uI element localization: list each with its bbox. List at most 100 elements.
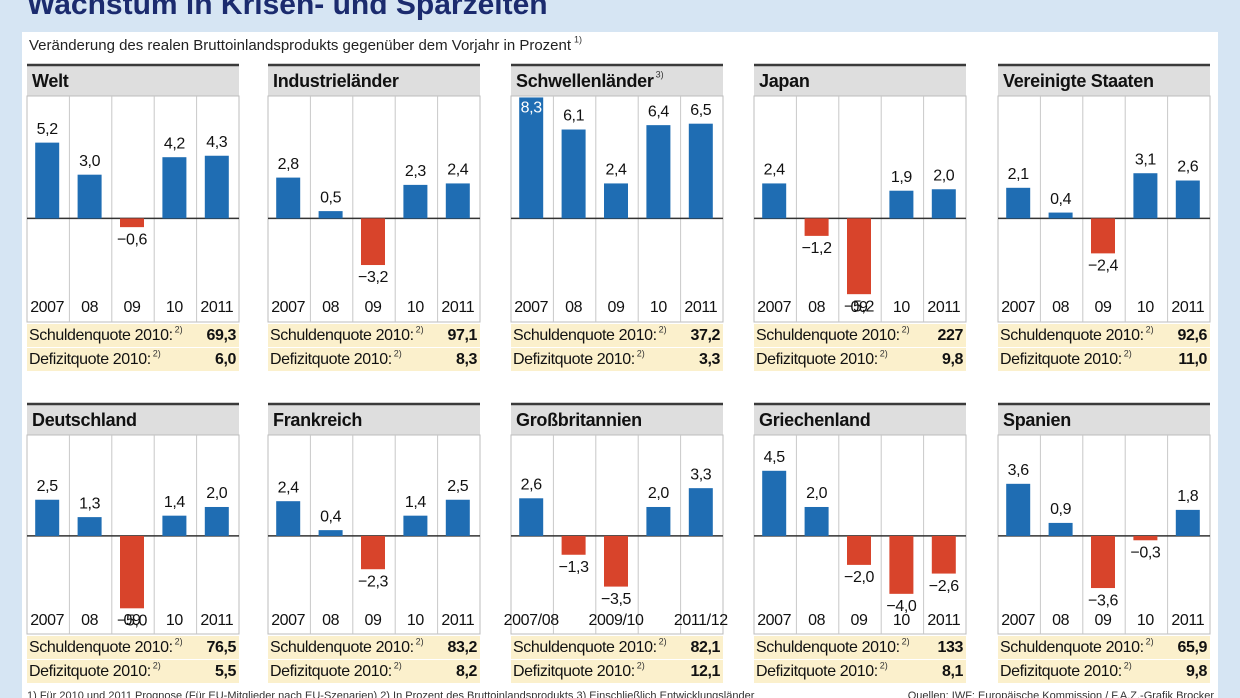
bar (519, 97, 544, 219)
x-tick-label: 2007 (30, 299, 64, 316)
stats-note: 2) (153, 348, 161, 358)
bar (77, 517, 102, 536)
stats-note: 2) (659, 324, 667, 334)
value-label: 2,0 (806, 485, 828, 502)
x-tick-label: 09 (124, 612, 141, 629)
stats-row (27, 324, 239, 347)
stats-value: 12,1 (690, 663, 720, 680)
bar (804, 218, 829, 236)
stats-value: 133 (938, 639, 964, 656)
value-label: 3,0 (79, 153, 101, 170)
stats-row (998, 324, 1210, 347)
bar (120, 218, 144, 228)
x-tick-label: 10 (650, 299, 667, 316)
bar (646, 125, 671, 219)
stats-note: 2) (1124, 660, 1132, 670)
x-tick-label: 08 (808, 612, 825, 629)
panel-title: Industrieländer (273, 71, 399, 91)
value-label: 6,4 (648, 103, 670, 120)
bar (1048, 212, 1073, 219)
stats-value: 97,1 (447, 327, 477, 344)
stats-value: 82,1 (690, 639, 720, 656)
source: Quellen: IWF; Europäische Kommission / F… (908, 690, 1215, 698)
x-tick-label: 2007 (514, 299, 548, 316)
x-tick-label: 08 (565, 299, 582, 316)
x-tick-label: 2007 (30, 612, 64, 629)
value-label: −0,6 (117, 231, 147, 248)
panel-header (754, 403, 966, 435)
stats-note: 2) (394, 348, 402, 358)
bar (1133, 173, 1158, 219)
stats-value: 69,3 (206, 327, 236, 344)
subtitle-note: 1) (574, 34, 582, 44)
footnote: 1) Für 2010 und 2011 Prognose (Für EU-Mi… (27, 690, 755, 698)
value-label: −1,2 (802, 240, 832, 257)
value-label: −3,6 (1088, 592, 1118, 609)
stats-value: 83,2 (447, 639, 477, 656)
stats-label: Schuldenquote 2010: (29, 327, 173, 344)
x-tick-label: 08 (322, 612, 339, 629)
stats-value: 8,1 (942, 663, 964, 680)
x-tick-label: 2011 (927, 612, 960, 629)
stats-note: 2) (880, 660, 888, 670)
x-tick-label: 10 (893, 299, 910, 316)
bar (688, 488, 713, 536)
x-tick-label: 08 (1052, 612, 1069, 629)
stats-label: Defizitquote 2010: (513, 351, 635, 368)
x-tick-label: 09 (124, 299, 141, 316)
stats-note: 2) (416, 324, 424, 334)
x-tick-label: 2011 (927, 299, 960, 316)
value-label: 2,0 (648, 485, 670, 502)
stats-label: Schuldenquote 2010: (270, 639, 414, 656)
value-label: 4,2 (164, 135, 186, 152)
panel-header (27, 403, 239, 435)
value-label: −2,3 (358, 573, 388, 590)
stats-row (998, 660, 1210, 683)
x-tick-label: 2007 (271, 299, 305, 316)
stats-note: 2) (637, 660, 645, 670)
stats-row (754, 348, 966, 371)
bar (318, 211, 343, 219)
stats-value: 9,8 (942, 351, 964, 368)
x-tick-label: 2011 (1171, 612, 1204, 629)
panel-header (511, 64, 723, 96)
panel-title: Griechenland (759, 410, 870, 430)
subtitle: Veränderung des realen Bruttoinlandsprod… (29, 37, 572, 54)
stats-row (998, 348, 1210, 371)
stats-value: 65,9 (1177, 639, 1207, 656)
value-label: 6,5 (690, 102, 712, 119)
stats-row (268, 324, 480, 347)
bar (519, 498, 544, 536)
x-tick-label: 09 (365, 299, 382, 316)
bar (762, 183, 787, 219)
value-label: 2,6 (521, 477, 543, 494)
stats-note: 2) (1124, 348, 1132, 358)
panel-title-note: 3) (656, 69, 664, 79)
x-tick-label: 09 (1095, 612, 1112, 629)
stats-note: 2) (394, 660, 402, 670)
stats-note: 2) (902, 324, 910, 334)
stats-note: 2) (416, 636, 424, 646)
panel-header (998, 64, 1210, 96)
stats-row (511, 660, 723, 683)
x-tick-label: 2007 (757, 612, 791, 629)
stats-label: Schuldenquote 2010: (270, 327, 414, 344)
x-tick-label: 2007/08 (504, 612, 560, 629)
panel-header (998, 403, 1210, 435)
stats-note: 2) (880, 348, 888, 358)
bar (931, 535, 956, 574)
bar (445, 183, 470, 219)
x-tick-label: 2007 (271, 612, 305, 629)
stats-note: 2) (659, 636, 667, 646)
bar (1006, 483, 1031, 536)
x-tick-label: 09 (1095, 299, 1112, 316)
stats-label: Schuldenquote 2010: (756, 327, 900, 344)
value-label: 2,8 (278, 156, 300, 173)
value-label: −2,6 (929, 578, 959, 595)
panel-title: Vereinigte Staaten (1003, 71, 1154, 91)
value-label: −4,0 (886, 598, 916, 615)
value-label: 0,4 (1050, 191, 1072, 208)
stats-label: Schuldenquote 2010: (29, 639, 173, 656)
panel-title: Frankreich (273, 410, 362, 430)
chart-area (997, 95, 1211, 323)
